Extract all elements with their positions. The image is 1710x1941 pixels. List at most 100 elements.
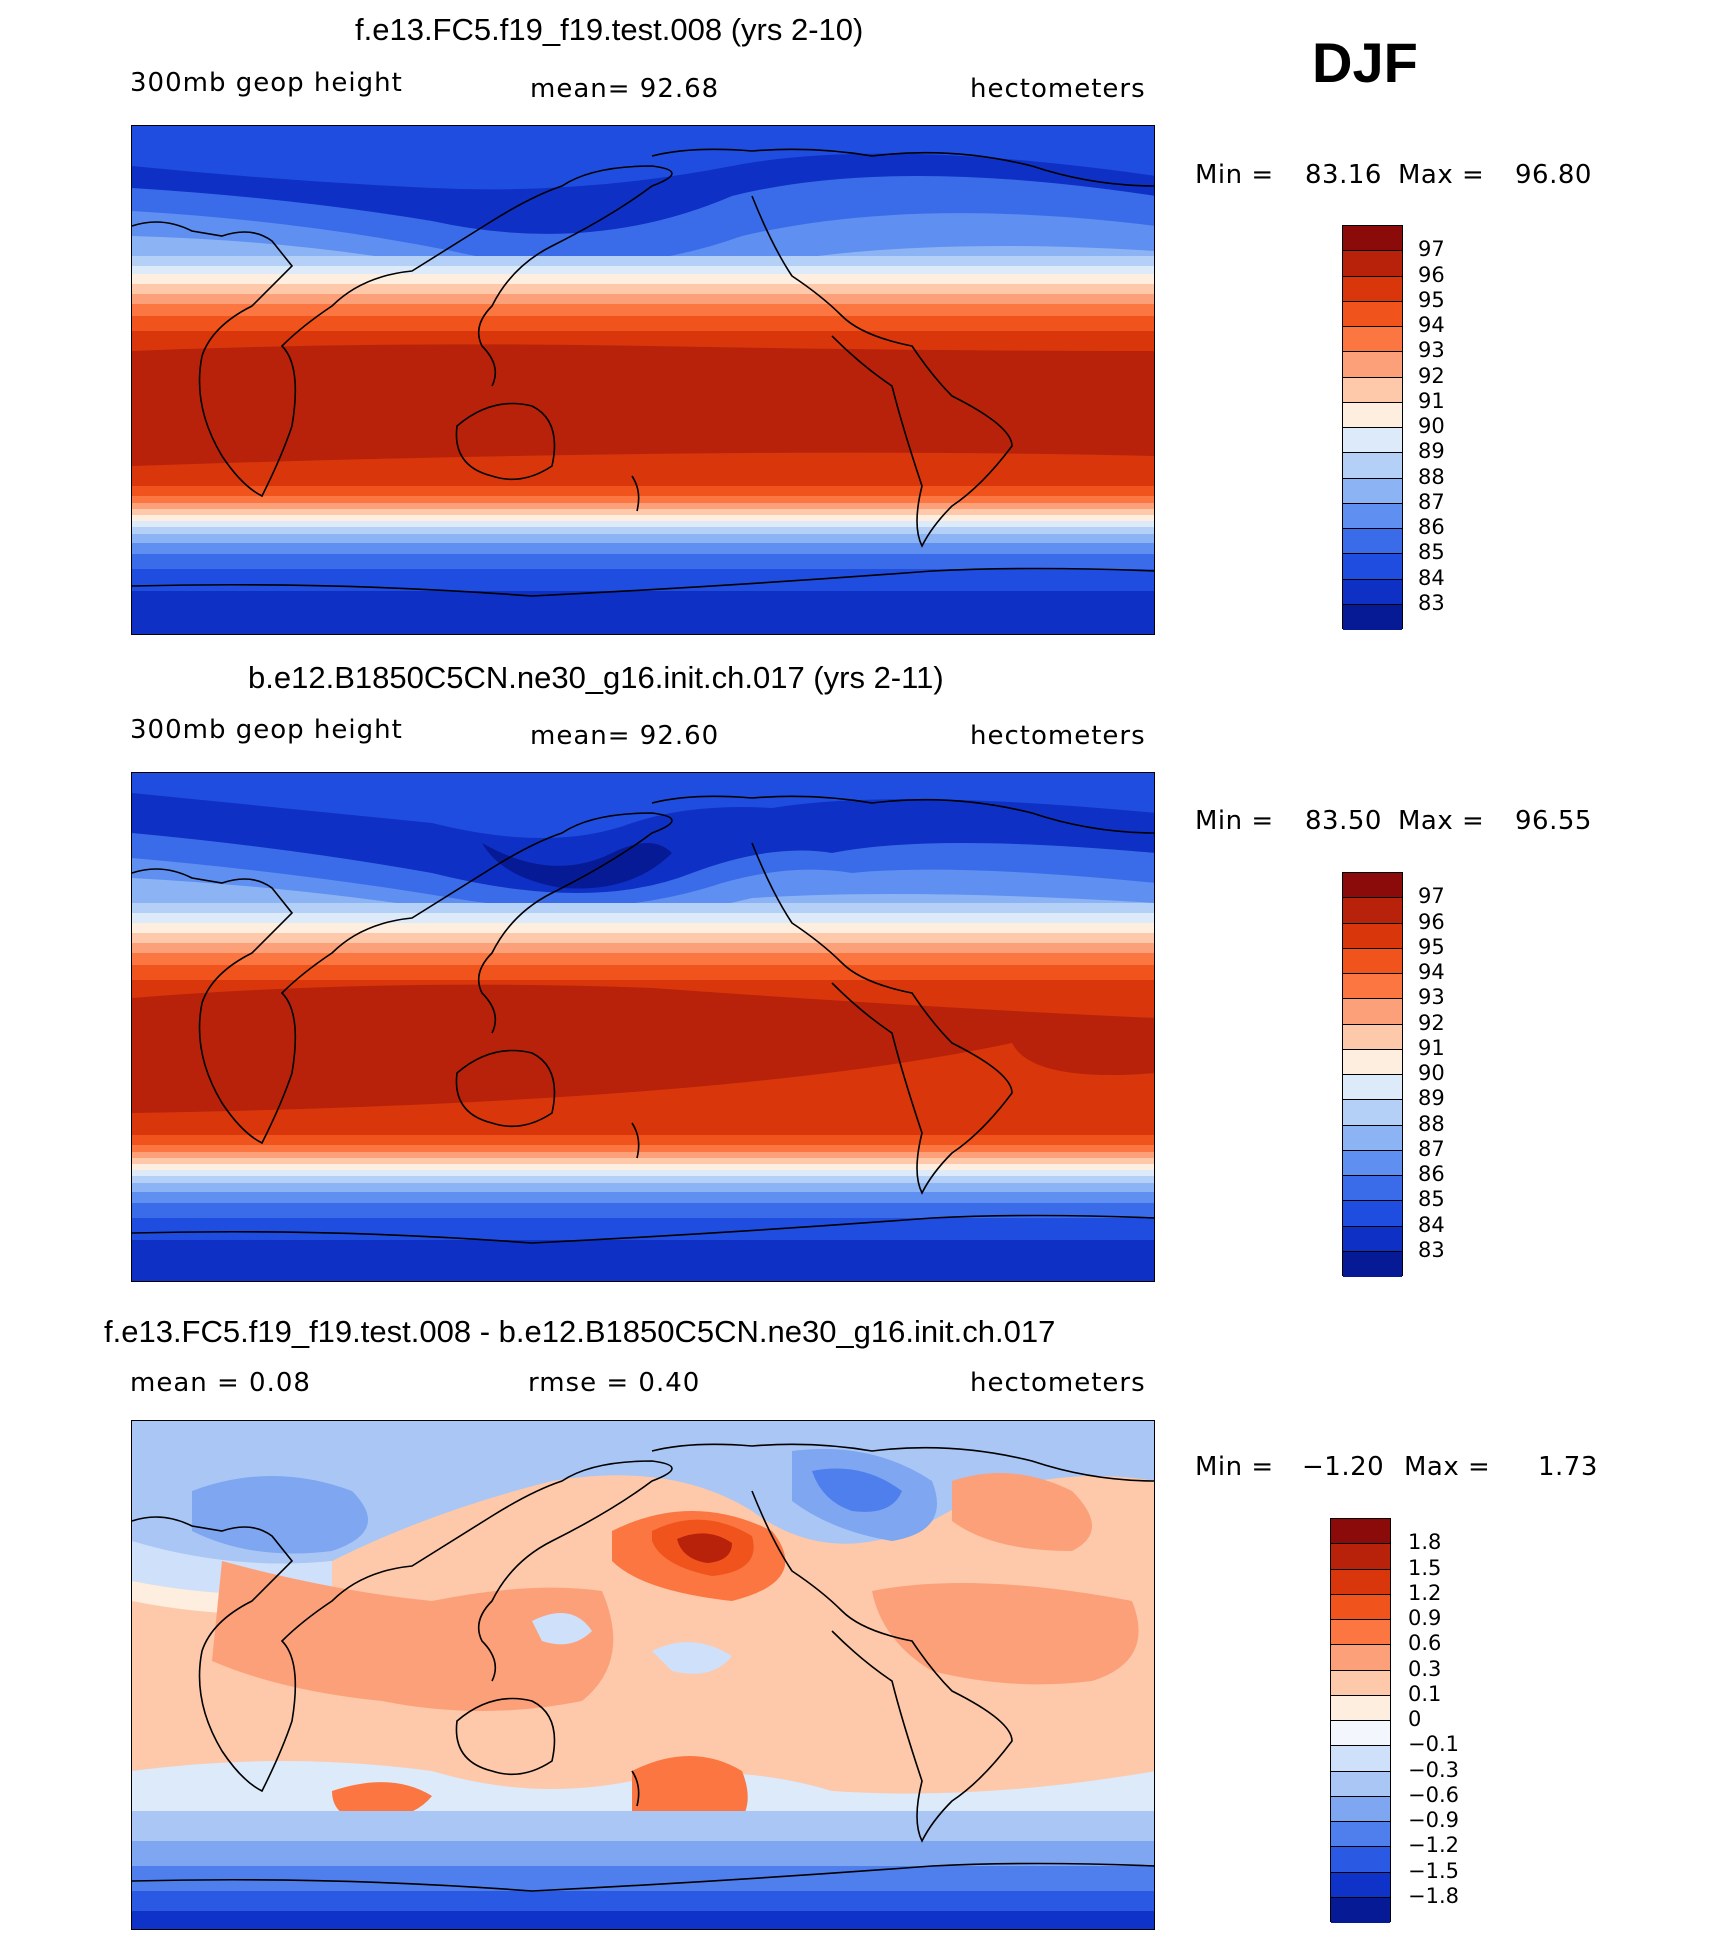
colorbar-segment [1343,579,1402,605]
colorbar-tick-label: 96 [1418,262,1445,287]
colorbar-tick-label: 1.8 [1408,1530,1442,1555]
min-value: −1.20 [1302,1452,1385,1482]
colorbar-segment [1343,873,1402,899]
colorbar-tick-label: 94 [1418,960,1445,984]
mean-label: mean = 0.08 [130,1368,311,1398]
colorbar-tick-label: 1.5 [1408,1555,1442,1580]
colorbar-segment [1331,1847,1390,1873]
max-label: Max = [1404,1452,1491,1482]
colorbar-segment [1343,604,1402,630]
max-label: Max = [1398,806,1485,836]
units-label: hectometers [970,74,1146,104]
colorbar-tick-label: −0.6 [1408,1782,1459,1807]
colorbar-tick-label: 95 [1418,287,1445,312]
colorbar-tick-label: 91 [1418,1035,1445,1060]
colorbar-tick-label: 88 [1418,464,1445,489]
max-value: 96.55 [1515,806,1592,836]
colorbar-segment [1331,1645,1390,1671]
colorbar-segment [1331,1796,1390,1822]
colorbar-tick-label: 83 [1418,1237,1445,1262]
mean-label: mean= 92.68 [530,74,720,104]
colorbar-tick-label: 1.2 [1408,1580,1442,1605]
colorbar-segment [1343,226,1402,252]
colorbar-segment [1343,1176,1402,1202]
colorbar-tick-label: 83 [1418,590,1445,615]
min-value: 83.50 [1305,806,1382,836]
colorbar-tick-label: 93 [1418,338,1445,363]
colorbar-segment [1331,1822,1390,1848]
colorbar-segment [1331,1721,1390,1747]
colorbar-segment [1331,1569,1390,1595]
colorbar-tick-label: 0.6 [1408,1631,1442,1656]
colorbar-segment [1343,1024,1402,1050]
colorbar-tick-label: 0.1 [1408,1681,1442,1706]
min-label: Min = [1195,806,1274,836]
colorbar-segment [1343,453,1402,479]
season-label: DJF [1312,31,1418,94]
colorbar-segment [1331,1544,1390,1570]
colorbar-tick-label: 88 [1418,1111,1445,1136]
units-label: hectometers [970,1368,1146,1398]
colorbar-segment [1331,1670,1390,1696]
colorbar-tick-label: 84 [1418,565,1445,590]
colorbar-segment [1343,1100,1402,1126]
colorbar-segment [1343,898,1402,924]
variable-label: 300mb geop height [130,715,403,745]
colorbar-tick-label: 0.3 [1408,1656,1442,1681]
colorbar-segment [1343,1049,1402,1075]
colorbar-segment [1331,1695,1390,1721]
colorbar-segment [1343,251,1402,277]
colorbar-segment [1343,377,1402,403]
contour-map-plot [132,1421,1154,1929]
max-label: Max = [1398,160,1485,190]
colorbar-tick-label: 91 [1418,388,1445,413]
colorbar-segment [1343,402,1402,428]
colorbar-segment [1343,1201,1402,1227]
colorbar-tick-label: −1.5 [1408,1858,1459,1883]
contour-map [131,1420,1155,1930]
colorbar [1330,1518,1391,1923]
colorbar-segment [1343,974,1402,1000]
colorbar-segment [1331,1746,1390,1772]
colorbar-segment [1331,1872,1390,1898]
colorbar-tick-label: −0.1 [1408,1732,1459,1757]
colorbar-tick-label: 89 [1418,439,1445,464]
max-value: 1.73 [1538,1452,1598,1482]
colorbar-tick-label: 92 [1418,363,1445,388]
colorbar-tick-label: 86 [1418,515,1445,539]
colorbar-segment [1343,529,1402,555]
min-label: Min = [1195,1452,1274,1482]
colorbar-segment [1343,554,1402,580]
contour-map [131,772,1155,1282]
colorbar-segment [1343,1150,1402,1176]
rmse-label: rmse = 0.40 [528,1368,701,1398]
colorbar-segment [1343,327,1402,353]
colorbar-tick-label: 0.9 [1408,1606,1442,1630]
colorbar-segment [1343,428,1402,454]
units-label: hectometers [970,721,1146,751]
colorbar-tick-label: 90 [1418,414,1445,438]
contour-map [131,125,1155,635]
panel-title: f.e13.FC5.f19_f19.test.008 - b.e12.B1850… [104,1314,1056,1349]
colorbar-segment [1343,503,1402,529]
colorbar-segment [1331,1519,1390,1545]
colorbar-segment [1331,1620,1390,1646]
colorbar-tick-label: 95 [1418,934,1445,959]
colorbar [1342,872,1403,1277]
colorbar [1342,225,1403,630]
colorbar-segment [1331,1897,1390,1923]
colorbar-tick-label: 87 [1418,1136,1445,1161]
min-value: 83.16 [1305,160,1382,190]
colorbar-segment [1343,301,1402,327]
colorbar-segment [1343,1075,1402,1101]
colorbar-tick-label: −0.3 [1408,1757,1459,1782]
colorbar-tick-label: 97 [1418,884,1445,909]
colorbar-tick-label: 93 [1418,985,1445,1010]
colorbar-segment [1343,1125,1402,1151]
colorbar-tick-label: 96 [1418,909,1445,934]
colorbar-tick-label: 87 [1418,489,1445,514]
colorbar-tick-label: 92 [1418,1010,1445,1035]
min-label: Min = [1195,160,1274,190]
colorbar-tick-label: −0.9 [1408,1808,1459,1832]
max-value: 96.80 [1515,160,1592,190]
